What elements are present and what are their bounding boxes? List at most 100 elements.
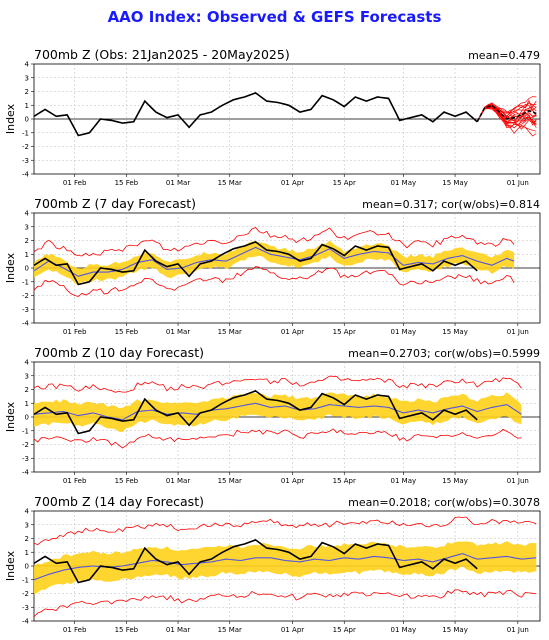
x-tick-label: 15 Mar <box>218 477 242 485</box>
forecast-spread-band <box>34 541 537 595</box>
x-tick-label: 15 May <box>442 626 468 634</box>
panel-title: 700mb Z (14 day Forecast) <box>34 494 204 509</box>
x-tick-label: 15 Feb <box>115 328 139 336</box>
x-tick-label: 15 May <box>442 477 468 485</box>
y-tick-label: -3 <box>22 157 29 165</box>
upper-envelope-line <box>33 375 522 393</box>
panel-title: 700mb Z (Obs: 21Jan2025 - 20May2025) <box>34 47 290 62</box>
y-tick-label: 0 <box>25 265 29 273</box>
chart-panel-10-day-forecast: 700mb Z (10 day Forecast) mean=0.2703; co… <box>4 345 541 485</box>
x-tick-label: 15 Feb <box>115 477 139 485</box>
y-tick-label: -2 <box>22 590 29 598</box>
observed-line <box>33 240 478 286</box>
y-axis-label: Index <box>4 103 17 134</box>
x-tick-label: 01 Apr <box>281 179 304 187</box>
y-axis-label: Index <box>4 252 17 283</box>
panel-stats: mean=0.479 <box>468 49 540 62</box>
upper-envelope-line <box>33 516 537 546</box>
y-tick-label: -1 <box>22 427 29 435</box>
x-tick-label: 01 May <box>391 477 417 485</box>
y-tick-label: 1 <box>25 400 29 408</box>
chart-panel-observed: 700mb Z (Obs: 21Jan2025 - 20May2025) mean… <box>4 47 541 187</box>
x-tick-label: 01 Feb <box>63 626 87 634</box>
x-tick-label: 01 Jun <box>507 626 529 634</box>
x-tick-label: 01 Mar <box>166 626 190 634</box>
ensemble-member-line <box>476 108 537 137</box>
x-tick-label: 01 Feb <box>63 179 87 187</box>
y-tick-label: 2 <box>25 535 29 543</box>
y-tick-label: -1 <box>22 576 29 584</box>
chart-panel-7-day-forecast: 700mb Z (7 day Forecast) mean=0.317; cor(… <box>4 196 541 336</box>
y-tick-label: 4 <box>25 210 30 218</box>
y-tick-label: -4 <box>22 320 30 328</box>
y-tick-label: -3 <box>22 306 29 314</box>
x-tick-label: 15 Mar <box>218 179 242 187</box>
y-tick-label: 2 <box>25 386 29 394</box>
y-axis-label: Index <box>4 401 17 432</box>
x-tick-label: 15 Apr <box>333 179 356 187</box>
y-tick-label: 1 <box>25 102 29 110</box>
x-tick-label: 01 Apr <box>281 626 304 634</box>
y-tick-label: 3 <box>25 521 29 529</box>
x-tick-label: 15 Apr <box>333 626 356 634</box>
observed-line <box>33 538 478 584</box>
x-tick-label: 15 May <box>442 328 468 336</box>
x-tick-label: 01 Apr <box>281 477 304 485</box>
x-tick-label: 01 Mar <box>166 179 190 187</box>
y-tick-label: 3 <box>25 223 29 231</box>
panel-stats: mean=0.2703; cor(w/obs)=0.5999 <box>348 347 540 360</box>
x-tick-label: 15 Feb <box>115 179 139 187</box>
y-tick-label: 4 <box>25 359 30 367</box>
y-axis-label: Index <box>4 550 17 581</box>
ensemble-member-line <box>476 106 537 130</box>
x-tick-label: 15 Mar <box>218 328 242 336</box>
x-tick-label: 01 Mar <box>166 328 190 336</box>
forecast-mean-line <box>33 402 522 421</box>
panel-title: 700mb Z (10 day Forecast) <box>34 345 204 360</box>
observed-line <box>33 91 478 137</box>
y-tick-label: 3 <box>25 74 29 82</box>
x-tick-label: 15 Mar <box>218 626 242 634</box>
y-tick-label: 1 <box>25 251 29 259</box>
x-tick-label: 15 May <box>442 179 468 187</box>
panel-stats: mean=0.317; cor(w/obs)=0.814 <box>362 198 540 211</box>
x-tick-label: 15 Feb <box>115 626 139 634</box>
y-tick-label: -1 <box>22 129 29 137</box>
y-tick-label: 0 <box>25 116 29 124</box>
x-tick-label: 15 Apr <box>333 477 356 485</box>
x-tick-label: 15 Apr <box>333 328 356 336</box>
y-tick-label: -4 <box>22 171 30 179</box>
panel-title: 700mb Z (7 day Forecast) <box>34 196 196 211</box>
x-tick-label: 01 Feb <box>63 328 87 336</box>
lower-envelope-line <box>33 266 515 297</box>
forecast-mean-line <box>33 553 537 581</box>
panel-stats: mean=0.2018; cor(w/obs)=0.3078 <box>348 496 540 509</box>
y-tick-label: 0 <box>25 563 29 571</box>
x-tick-label: 01 Jun <box>507 179 529 187</box>
y-tick-label: 4 <box>25 508 30 516</box>
y-tick-label: -2 <box>22 292 29 300</box>
x-tick-label: 01 Jun <box>507 328 529 336</box>
y-tick-label: -1 <box>22 278 29 286</box>
y-tick-label: -4 <box>22 469 30 477</box>
ensemble-member-line <box>476 104 537 122</box>
y-tick-label: 1 <box>25 549 29 557</box>
y-tick-label: 3 <box>25 372 29 380</box>
forecast-spread-band <box>34 240 515 286</box>
x-tick-label: 01 Apr <box>281 328 304 336</box>
y-tick-label: 4 <box>25 61 30 69</box>
chart-panel-14-day-forecast: 700mb Z (14 day Forecast) mean=0.2018; co… <box>4 494 541 634</box>
y-tick-label: 0 <box>25 414 29 422</box>
lower-envelope-line <box>33 428 522 449</box>
y-tick-label: -2 <box>22 143 29 151</box>
x-tick-label: 01 May <box>391 328 417 336</box>
y-tick-label: -2 <box>22 441 29 449</box>
y-tick-label: -3 <box>22 455 29 463</box>
ensemble-mean-dashed-line <box>476 104 537 123</box>
main-title: AAO Index: Observed & GEFS Forecasts <box>107 8 442 26</box>
x-tick-label: 01 Mar <box>166 477 190 485</box>
forecast-spread-band <box>34 392 522 433</box>
upper-envelope-line <box>33 227 515 257</box>
forecast-mean-line <box>33 246 515 277</box>
x-tick-label: 01 Feb <box>63 477 87 485</box>
